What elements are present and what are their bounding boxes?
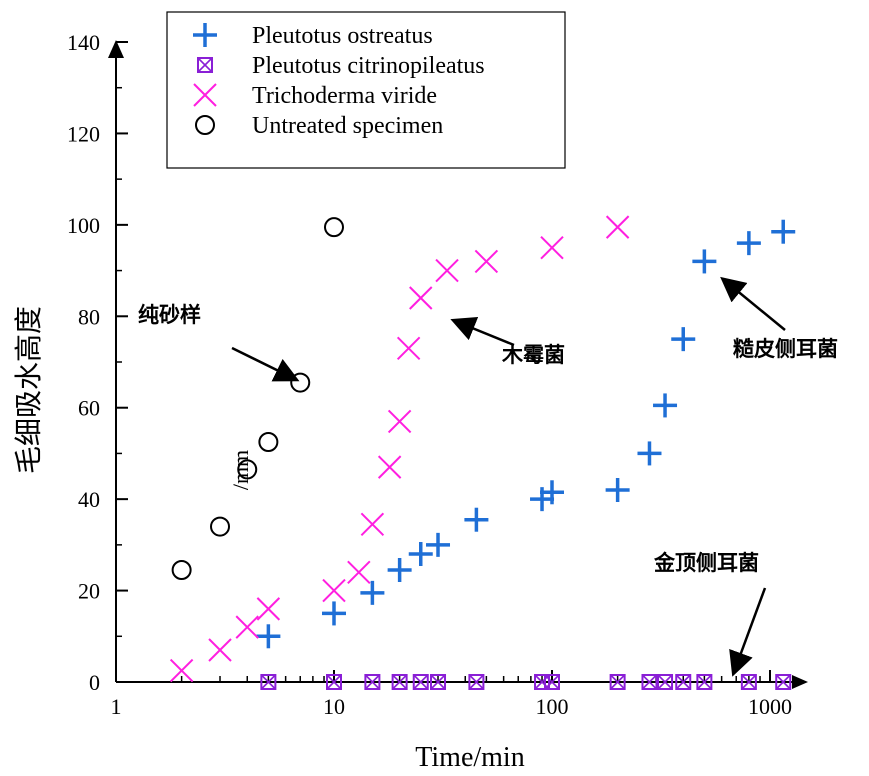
- data-point: [360, 580, 385, 605]
- data-point: [544, 674, 560, 690]
- data-point: [387, 558, 412, 582]
- plot-series: [169, 215, 796, 690]
- data-point: [322, 578, 346, 603]
- data-point: [258, 432, 279, 452]
- axes: [108, 40, 808, 689]
- series-3: [171, 217, 344, 580]
- data-point: [324, 217, 344, 238]
- data-point: [387, 409, 412, 434]
- data-point: [364, 674, 381, 690]
- data-point: [391, 674, 408, 690]
- data-point: [692, 249, 717, 274]
- data-point: [290, 372, 311, 393]
- legend-label: Untreated specimen: [252, 113, 443, 139]
- data-point: [396, 336, 421, 360]
- annotation-trichoderma-arrow: [450, 316, 515, 347]
- data-point: [426, 532, 451, 557]
- data-point: [360, 512, 385, 536]
- data-point: [468, 674, 485, 690]
- data-point: [653, 393, 678, 418]
- data-point: [237, 459, 258, 480]
- data-point: [540, 236, 564, 260]
- data-point: [675, 674, 692, 690]
- legend: Pleutotus ostreatus Pleutotus citrinopile…: [166, 11, 566, 169]
- y-tick-label: 60: [78, 396, 100, 421]
- data-point: [637, 441, 662, 466]
- y-axis-unit: /mm: [228, 450, 253, 490]
- data-point: [464, 507, 489, 532]
- x-axis-arrow: [792, 675, 808, 689]
- data-point: [412, 674, 429, 690]
- data-point: [430, 674, 447, 690]
- data-point: [435, 258, 459, 283]
- data-point: [474, 249, 499, 274]
- annotation-ostreatus-arrow: [720, 276, 786, 331]
- y-tick-label: 140: [67, 30, 100, 55]
- data-point: [210, 516, 231, 537]
- legend-marker: [193, 23, 217, 47]
- annotation-untreated: 纯砂样: [138, 303, 201, 327]
- data-point: [408, 542, 433, 566]
- annotation-untreated-arrow: [231, 346, 300, 382]
- data-point: [641, 674, 658, 690]
- data-point: [605, 215, 630, 239]
- data-point: [540, 480, 564, 505]
- annotation-trichoderma: 木霉菌: [501, 343, 565, 367]
- y-axis-title: 毛细吸水高度: [13, 306, 45, 474]
- y-tick-label: 20: [78, 579, 100, 604]
- y-tick-label: 80: [78, 304, 100, 329]
- legend-items: Pleutotus ostreatus Pleutotus citrinopile…: [193, 23, 485, 139]
- annotation-citrinopileatus: 金顶侧耳菌: [653, 551, 759, 575]
- y-tick-label: 120: [67, 121, 100, 146]
- data-point: [171, 560, 192, 580]
- data-point: [609, 674, 626, 690]
- data-point: [322, 601, 346, 626]
- y-tick-label: 0: [89, 670, 100, 695]
- legend-label: Pleutotus citrinopileatus: [252, 53, 485, 79]
- x-tick-label: 100: [536, 694, 569, 719]
- annotation-ostreatus: 糙皮侧耳菌: [733, 337, 838, 361]
- data-point: [326, 674, 342, 690]
- data-point: [256, 624, 281, 649]
- x-tick-label: 1000: [748, 694, 792, 719]
- series-0: [256, 219, 796, 649]
- annotations: 纯砂样 木霉菌 糙皮侧耳菌 金顶侧耳菌: [138, 276, 838, 677]
- data-point: [775, 674, 792, 690]
- data-point: [605, 478, 630, 502]
- data-point: [235, 615, 259, 639]
- y-ticks: 0 20 40 60 80 100 120 140: [67, 30, 128, 695]
- data-point: [256, 597, 281, 621]
- x-tick-label: 1: [111, 694, 122, 719]
- data-point: [671, 327, 696, 352]
- series-1: [260, 674, 792, 690]
- legend-label: Pleutotus ostreatus: [252, 23, 433, 49]
- x-axis-title: Time/min: [415, 742, 524, 773]
- data-point: [409, 286, 433, 310]
- legend-marker: [193, 83, 217, 107]
- y-tick-label: 40: [78, 487, 100, 512]
- data-point: [771, 219, 796, 244]
- legend-marker: [195, 115, 215, 135]
- data-point: [377, 455, 402, 479]
- annotation-citrinopileatus-arrow: [729, 587, 767, 677]
- legend-label: Trichoderma viride: [252, 83, 437, 109]
- data-point: [169, 658, 194, 683]
- data-point: [736, 231, 761, 256]
- legend-box: [166, 11, 566, 169]
- data-point: [208, 638, 232, 662]
- data-point: [696, 674, 713, 690]
- data-point: [347, 560, 371, 584]
- data-point: [260, 674, 277, 690]
- data-point: [657, 674, 674, 690]
- y-tick-label: 100: [67, 213, 100, 238]
- legend-marker: [197, 57, 213, 73]
- y-axis-arrow: [108, 40, 124, 58]
- series-2: [169, 215, 630, 683]
- x-tick-label: 10: [323, 694, 345, 719]
